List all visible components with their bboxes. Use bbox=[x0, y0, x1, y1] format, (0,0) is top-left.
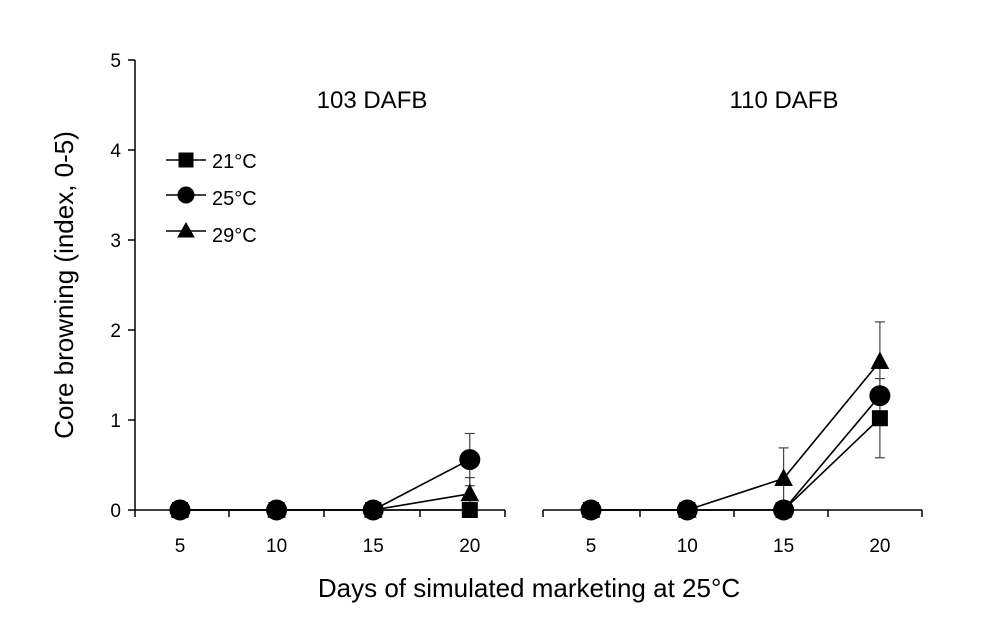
data-point-circle bbox=[459, 449, 481, 471]
legend-label-21c: 21°C bbox=[212, 151, 257, 173]
x-ticks: 5 10 15 20 5 10 15 20 bbox=[134, 510, 923, 557]
y-tick-label: 5 bbox=[110, 51, 121, 72]
y-tick-label: 0 bbox=[110, 501, 121, 522]
data-point-circle bbox=[580, 499, 602, 521]
x-tick-label: 20 bbox=[459, 536, 480, 557]
x-axis-title: Days of simulated marketing at 25°C bbox=[318, 573, 740, 603]
x-tick-label: 5 bbox=[175, 536, 186, 557]
data-point-circle bbox=[169, 499, 191, 521]
y-axis-title: Core browning (index, 0-5) bbox=[49, 131, 79, 439]
y-tick-label: 1 bbox=[110, 411, 121, 432]
y-tick-label: 2 bbox=[110, 321, 121, 342]
x-tick-label: 15 bbox=[363, 536, 384, 557]
legend: 21°C 25°C 29°C bbox=[166, 151, 257, 247]
x-tick-label: 20 bbox=[869, 536, 890, 557]
panel-1-title: 103 DAFB bbox=[317, 87, 428, 114]
data-point-triangle bbox=[460, 483, 480, 502]
y-ticks: 0 1 2 3 4 5 bbox=[110, 51, 135, 522]
x-tick-label: 5 bbox=[586, 536, 597, 557]
legend-square-marker bbox=[178, 152, 194, 168]
legend-circle-marker bbox=[177, 186, 195, 204]
data-point-square bbox=[461, 502, 478, 518]
x-tick-label: 10 bbox=[266, 536, 287, 557]
series-line bbox=[591, 417, 881, 511]
data-point-circle bbox=[869, 385, 891, 407]
series-layer bbox=[169, 321, 891, 521]
x-tick-label: 10 bbox=[677, 536, 698, 557]
data-point-triangle bbox=[870, 351, 890, 369]
data-point-circle bbox=[676, 499, 698, 521]
y-tick-label: 4 bbox=[110, 141, 121, 162]
legend-label-29c: 29°C bbox=[212, 225, 257, 247]
legend-label-25c: 25°C bbox=[212, 188, 257, 210]
data-point-circle bbox=[362, 499, 384, 521]
data-point-square bbox=[871, 410, 888, 427]
y-tick-label: 3 bbox=[110, 231, 121, 252]
x-tick-label: 15 bbox=[773, 536, 794, 557]
series-line bbox=[180, 458, 471, 511]
data-point-circle bbox=[773, 499, 795, 521]
series-line bbox=[591, 360, 881, 511]
series-line bbox=[180, 493, 470, 511]
series-line bbox=[591, 395, 881, 511]
legend-triangle-marker bbox=[177, 221, 195, 238]
panel-2-title: 110 DAFB bbox=[730, 87, 839, 114]
data-point-circle bbox=[266, 499, 288, 521]
data-point-triangle bbox=[774, 468, 793, 486]
